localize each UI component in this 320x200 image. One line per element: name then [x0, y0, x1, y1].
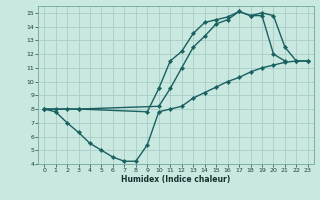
- X-axis label: Humidex (Indice chaleur): Humidex (Indice chaleur): [121, 175, 231, 184]
